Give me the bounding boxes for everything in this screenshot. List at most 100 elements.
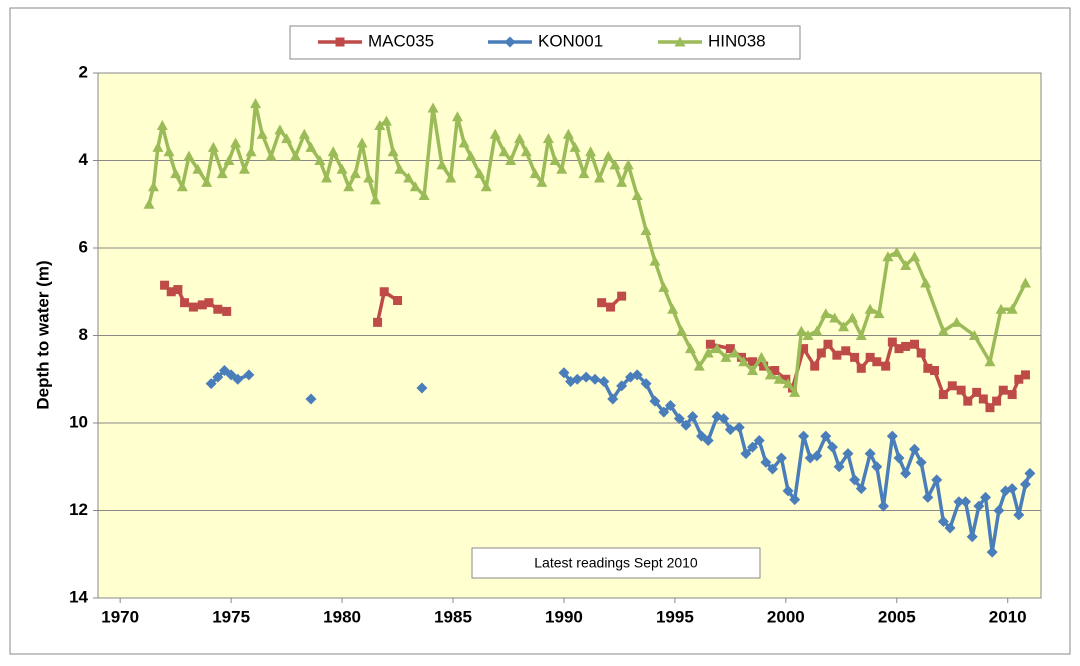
data-point	[720, 351, 732, 362]
data-point	[823, 339, 833, 349]
data-point	[393, 296, 403, 305]
data-point	[562, 128, 574, 139]
data-point	[673, 413, 685, 425]
data-point	[1024, 467, 1036, 479]
data-point	[702, 435, 714, 446]
data-point	[480, 181, 492, 192]
data-point	[891, 246, 903, 257]
data-point	[243, 369, 255, 381]
data-point	[767, 463, 779, 475]
data-point	[602, 150, 614, 161]
data-point	[593, 172, 605, 183]
x-tick-label: 1980	[323, 607, 361, 626]
data-point	[205, 378, 217, 390]
data-point	[789, 494, 801, 506]
data-point	[556, 163, 568, 174]
data-point	[578, 168, 590, 179]
data-point	[937, 515, 949, 527]
data-point	[872, 357, 882, 367]
data-point	[585, 146, 597, 157]
data-point	[966, 531, 978, 543]
data-point	[289, 150, 301, 161]
data-point	[256, 128, 268, 139]
data-point	[693, 360, 705, 371]
data-point	[589, 373, 601, 385]
data-point	[616, 380, 628, 392]
data-point	[871, 461, 883, 473]
data-point	[901, 341, 911, 351]
data-point	[664, 400, 676, 411]
data-point	[782, 378, 794, 389]
x-tick-label: 2005	[878, 607, 916, 626]
data-point	[213, 304, 223, 314]
data-point	[841, 346, 851, 356]
data-point	[910, 339, 920, 349]
data-point	[753, 435, 765, 446]
data-point	[250, 98, 262, 109]
data-point	[900, 467, 912, 479]
data-point	[216, 168, 228, 179]
data-point	[893, 452, 905, 464]
data-point	[598, 375, 610, 387]
data-point	[649, 395, 661, 407]
data-point	[1019, 277, 1031, 288]
data-point	[684, 343, 696, 354]
data-point	[696, 430, 708, 442]
data-point	[740, 448, 752, 460]
data-point	[855, 483, 867, 495]
data-point	[373, 317, 383, 327]
data-point	[931, 474, 943, 486]
data-point	[416, 382, 428, 394]
data-point	[998, 385, 1008, 395]
data-point	[725, 344, 735, 354]
data-point	[445, 172, 457, 183]
data-point	[363, 172, 375, 183]
data-point	[846, 312, 858, 323]
data-point	[838, 321, 850, 332]
data-point	[147, 181, 159, 192]
data-point	[321, 172, 333, 183]
data-point	[505, 155, 517, 165]
legend-marker	[504, 36, 516, 48]
data-point	[960, 496, 972, 508]
data-point	[617, 291, 627, 301]
data-point	[886, 430, 898, 442]
data-point	[798, 430, 810, 442]
data-point	[580, 371, 592, 383]
data-point	[327, 146, 339, 157]
data-point	[855, 330, 867, 340]
data-point	[616, 176, 628, 187]
data-point	[465, 150, 477, 161]
data-point	[170, 168, 182, 179]
x-tick-label: 2010	[989, 607, 1027, 626]
data-point	[238, 163, 250, 174]
data-point	[204, 298, 214, 308]
data-point	[915, 456, 927, 468]
data-point	[1007, 390, 1017, 400]
x-tick-label: 1970	[101, 607, 139, 626]
data-point	[795, 325, 807, 336]
data-point	[265, 150, 277, 161]
data-point	[394, 163, 406, 174]
data-point	[877, 500, 889, 512]
data-point	[380, 115, 392, 126]
data-point	[152, 141, 164, 152]
data-point	[773, 373, 785, 384]
data-point	[764, 369, 776, 380]
data-point	[474, 168, 486, 179]
data-point	[909, 443, 921, 455]
data-point	[755, 351, 767, 362]
data-point	[882, 251, 894, 262]
data-point	[816, 348, 826, 358]
data-point	[225, 369, 237, 381]
data-point	[658, 281, 670, 292]
y-axis-title: Depth to water (m)	[33, 260, 52, 409]
data-point	[916, 348, 926, 358]
data-point	[775, 452, 787, 464]
data-point	[705, 339, 715, 349]
data-point	[820, 430, 832, 442]
data-point	[658, 406, 670, 418]
y-tick-label: 2	[79, 62, 88, 81]
